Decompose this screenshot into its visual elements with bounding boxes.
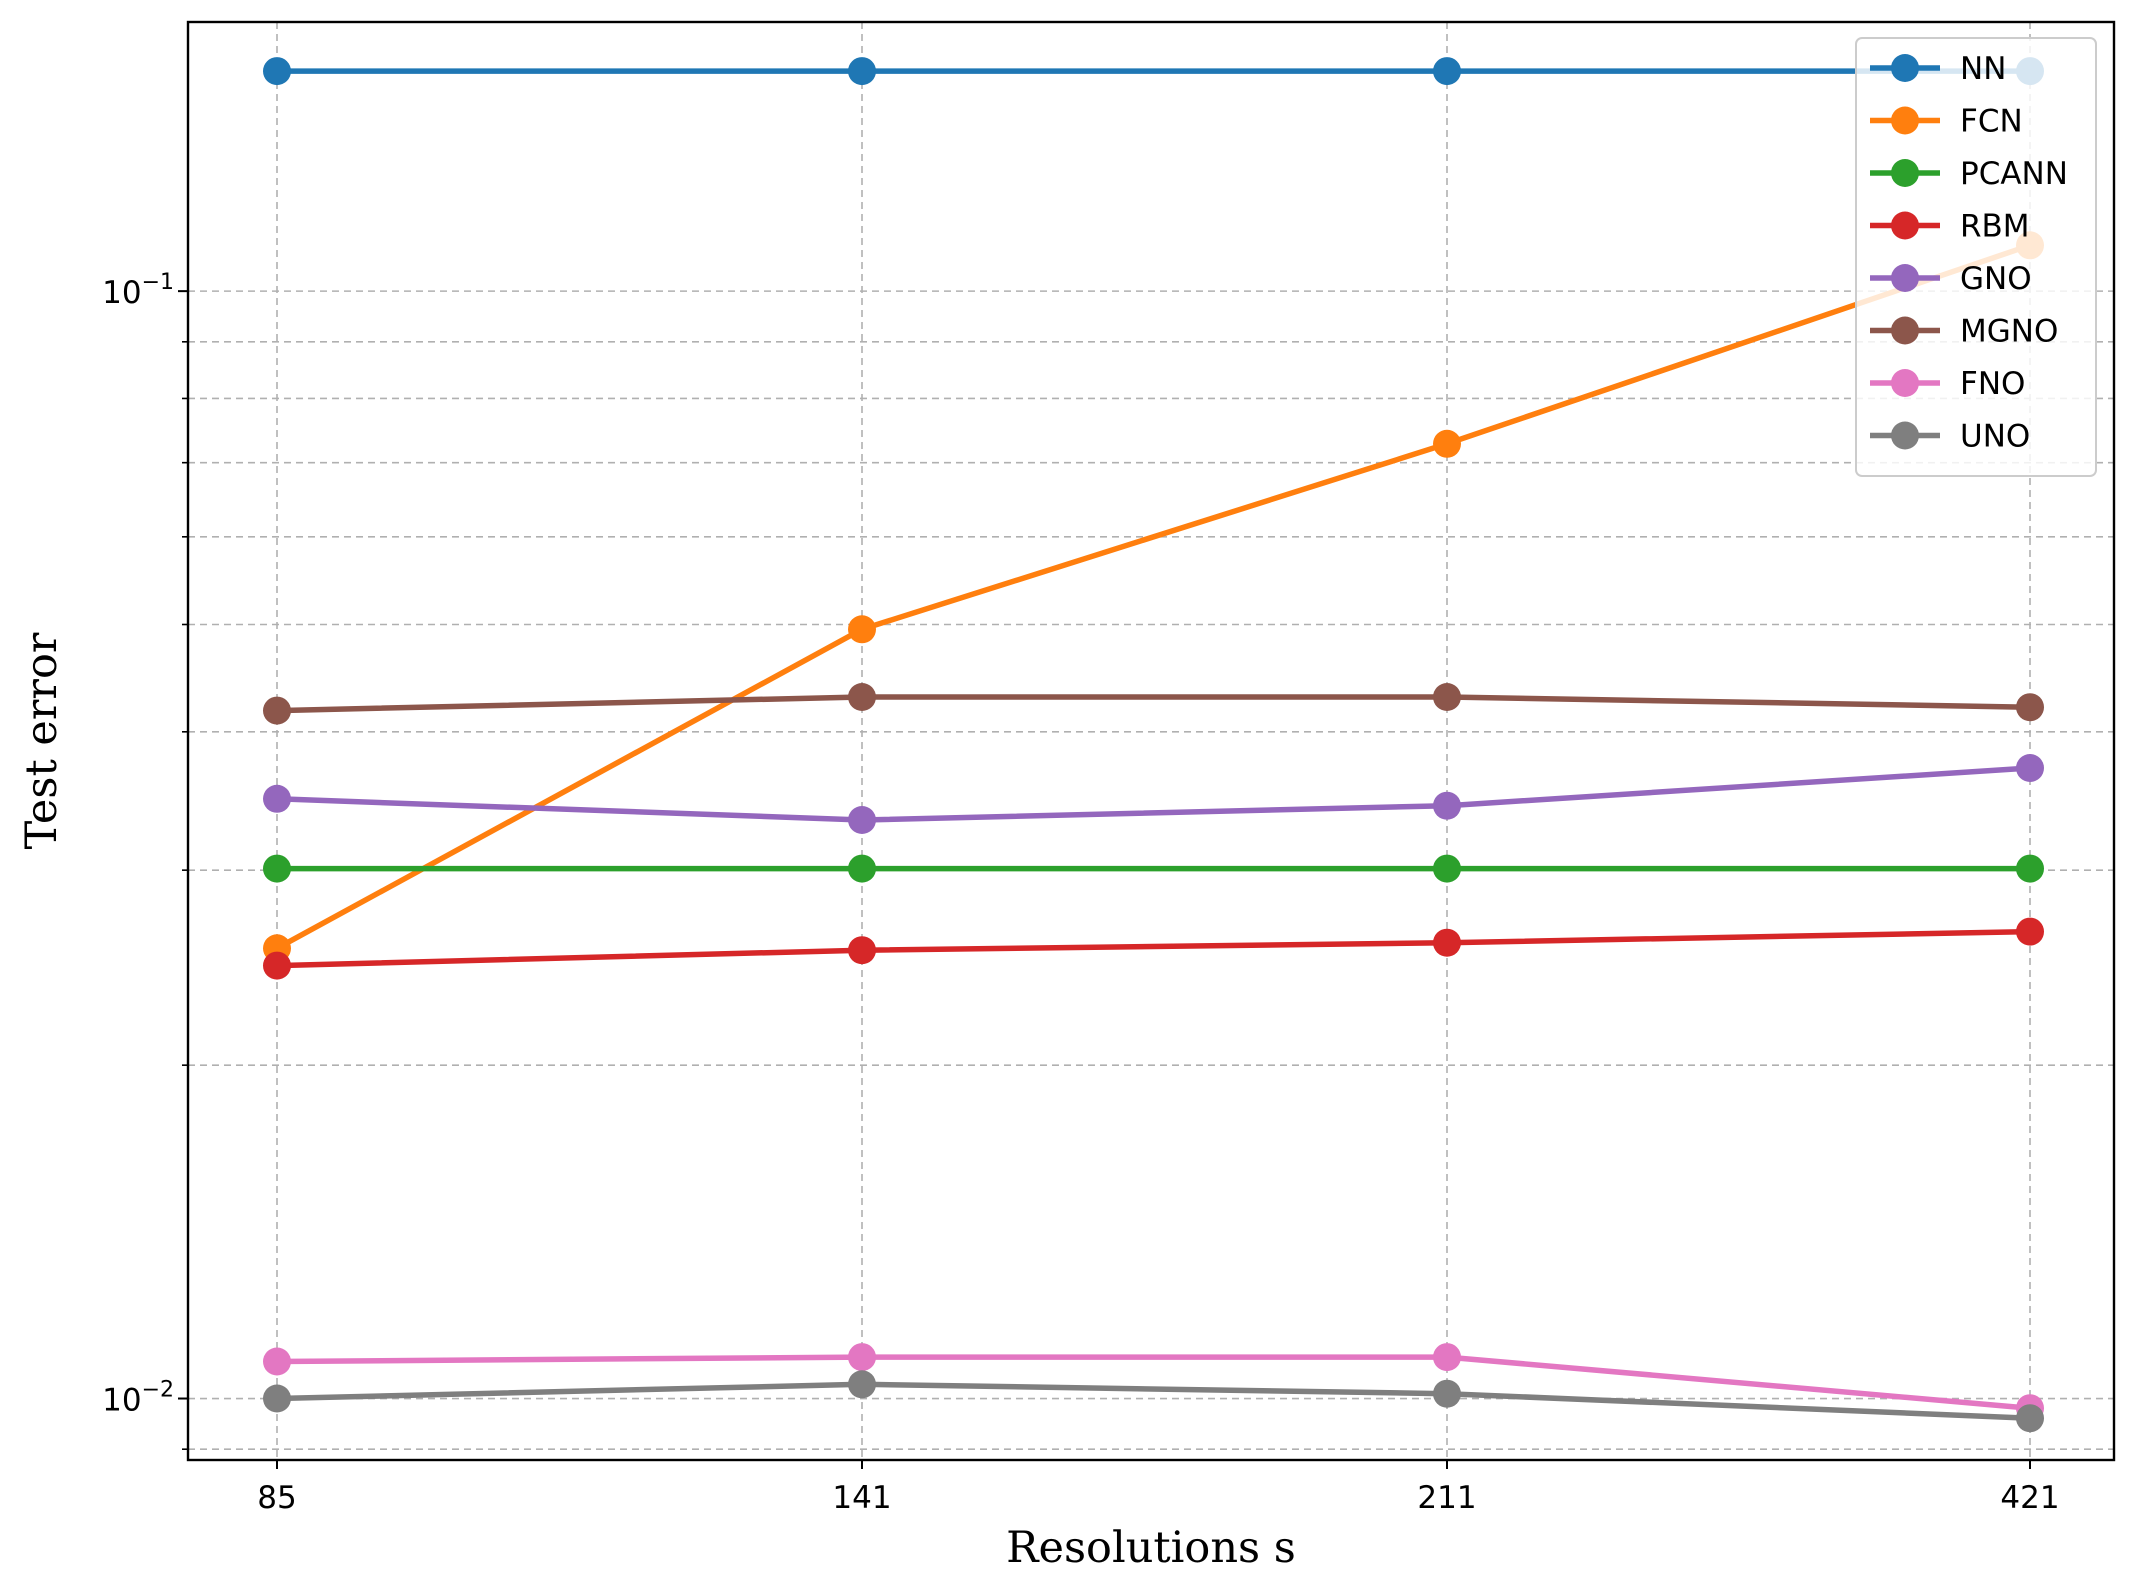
data-point bbox=[263, 696, 291, 725]
legend-label: NN bbox=[1960, 51, 2006, 87]
data-point bbox=[1433, 854, 1461, 883]
legend: NN FCN PCANN RBM GNO MGNO FNO UNO bbox=[1855, 37, 2097, 477]
data-point bbox=[2016, 693, 2044, 722]
legend-box bbox=[1855, 37, 2097, 477]
data-point bbox=[1433, 1343, 1461, 1372]
data-point bbox=[848, 854, 876, 883]
data-point bbox=[2016, 917, 2044, 946]
series-gno bbox=[263, 754, 2044, 834]
data-point bbox=[848, 806, 876, 834]
y-axis: 10−2 10−1 bbox=[102, 270, 188, 1450]
y-axis-title: Test error bbox=[17, 632, 67, 849]
plot-frame bbox=[186, 20, 2116, 1462]
data-point bbox=[2016, 1404, 2044, 1433]
data-point bbox=[263, 57, 291, 86]
legend-label: MGNO bbox=[1960, 314, 2058, 350]
legend-marker bbox=[1891, 211, 1919, 240]
legend-marker bbox=[1891, 264, 1919, 292]
data-point bbox=[848, 683, 876, 711]
data-point bbox=[1433, 429, 1461, 458]
legend-marker bbox=[1891, 421, 1919, 450]
legend-marker bbox=[1891, 159, 1919, 187]
legend-item: FNO bbox=[1870, 366, 2025, 402]
series-pcann bbox=[263, 854, 2044, 883]
legend-marker bbox=[1891, 316, 1919, 345]
data-point bbox=[848, 1343, 876, 1372]
legend-item: FCN bbox=[1870, 104, 2023, 140]
data-point bbox=[263, 951, 291, 980]
legend-item: PCANN bbox=[1870, 156, 2068, 192]
series-fno bbox=[263, 1343, 2044, 1423]
series-line bbox=[275, 242, 2031, 951]
series-mgno bbox=[263, 683, 2044, 725]
x-tick-label: 421 bbox=[2000, 1480, 2059, 1516]
data-point bbox=[263, 1347, 291, 1376]
series-rbm bbox=[263, 917, 2044, 980]
series-uno bbox=[263, 1370, 2044, 1433]
data-point bbox=[2016, 754, 2044, 782]
data-point bbox=[1433, 683, 1461, 711]
legend-item: MGNO bbox=[1870, 314, 2058, 350]
legend-label: FNO bbox=[1960, 366, 2025, 402]
legend-marker bbox=[1891, 369, 1919, 397]
legend-marker bbox=[1891, 54, 1919, 82]
data-point bbox=[848, 615, 876, 644]
legend-label: FCN bbox=[1960, 104, 2023, 140]
x-tick-label: 211 bbox=[1417, 1480, 1476, 1516]
data-point bbox=[848, 936, 876, 965]
legend-item: UNO bbox=[1870, 419, 2030, 455]
data-point bbox=[263, 784, 291, 813]
series-line bbox=[276, 1381, 2031, 1421]
legend-item: RBM bbox=[1870, 209, 2030, 245]
legend-label: UNO bbox=[1960, 419, 2030, 455]
data-point bbox=[1433, 1379, 1461, 1408]
x-axis-title: Resolutions s bbox=[1006, 1523, 1296, 1573]
y-tick-label: 10−1 bbox=[102, 270, 174, 311]
data-point bbox=[263, 1384, 291, 1413]
series-line bbox=[276, 694, 2031, 714]
series-line bbox=[276, 765, 2031, 823]
legend-item: NN bbox=[1870, 51, 2006, 87]
data-point bbox=[1433, 928, 1461, 957]
series-line bbox=[276, 1354, 2031, 1411]
x-tick-label: 85 bbox=[257, 1480, 296, 1516]
x-tick-label: 141 bbox=[832, 1480, 891, 1516]
data-point bbox=[263, 854, 291, 883]
legend-marker bbox=[1891, 106, 1919, 135]
series-line bbox=[276, 928, 2031, 969]
legend-label: GNO bbox=[1960, 261, 2032, 297]
data-point bbox=[1433, 57, 1461, 86]
data-point bbox=[1433, 791, 1461, 820]
legend-label: RBM bbox=[1960, 209, 2030, 245]
data-point bbox=[2016, 854, 2044, 883]
data-point bbox=[848, 1370, 876, 1399]
y-tick-label: 10−2 bbox=[102, 1378, 174, 1419]
legend-item: GNO bbox=[1870, 261, 2032, 297]
data-point bbox=[848, 57, 876, 86]
x-axis: 85 141 211 421 bbox=[257, 1460, 2060, 1516]
legend-label: PCANN bbox=[1960, 156, 2068, 192]
